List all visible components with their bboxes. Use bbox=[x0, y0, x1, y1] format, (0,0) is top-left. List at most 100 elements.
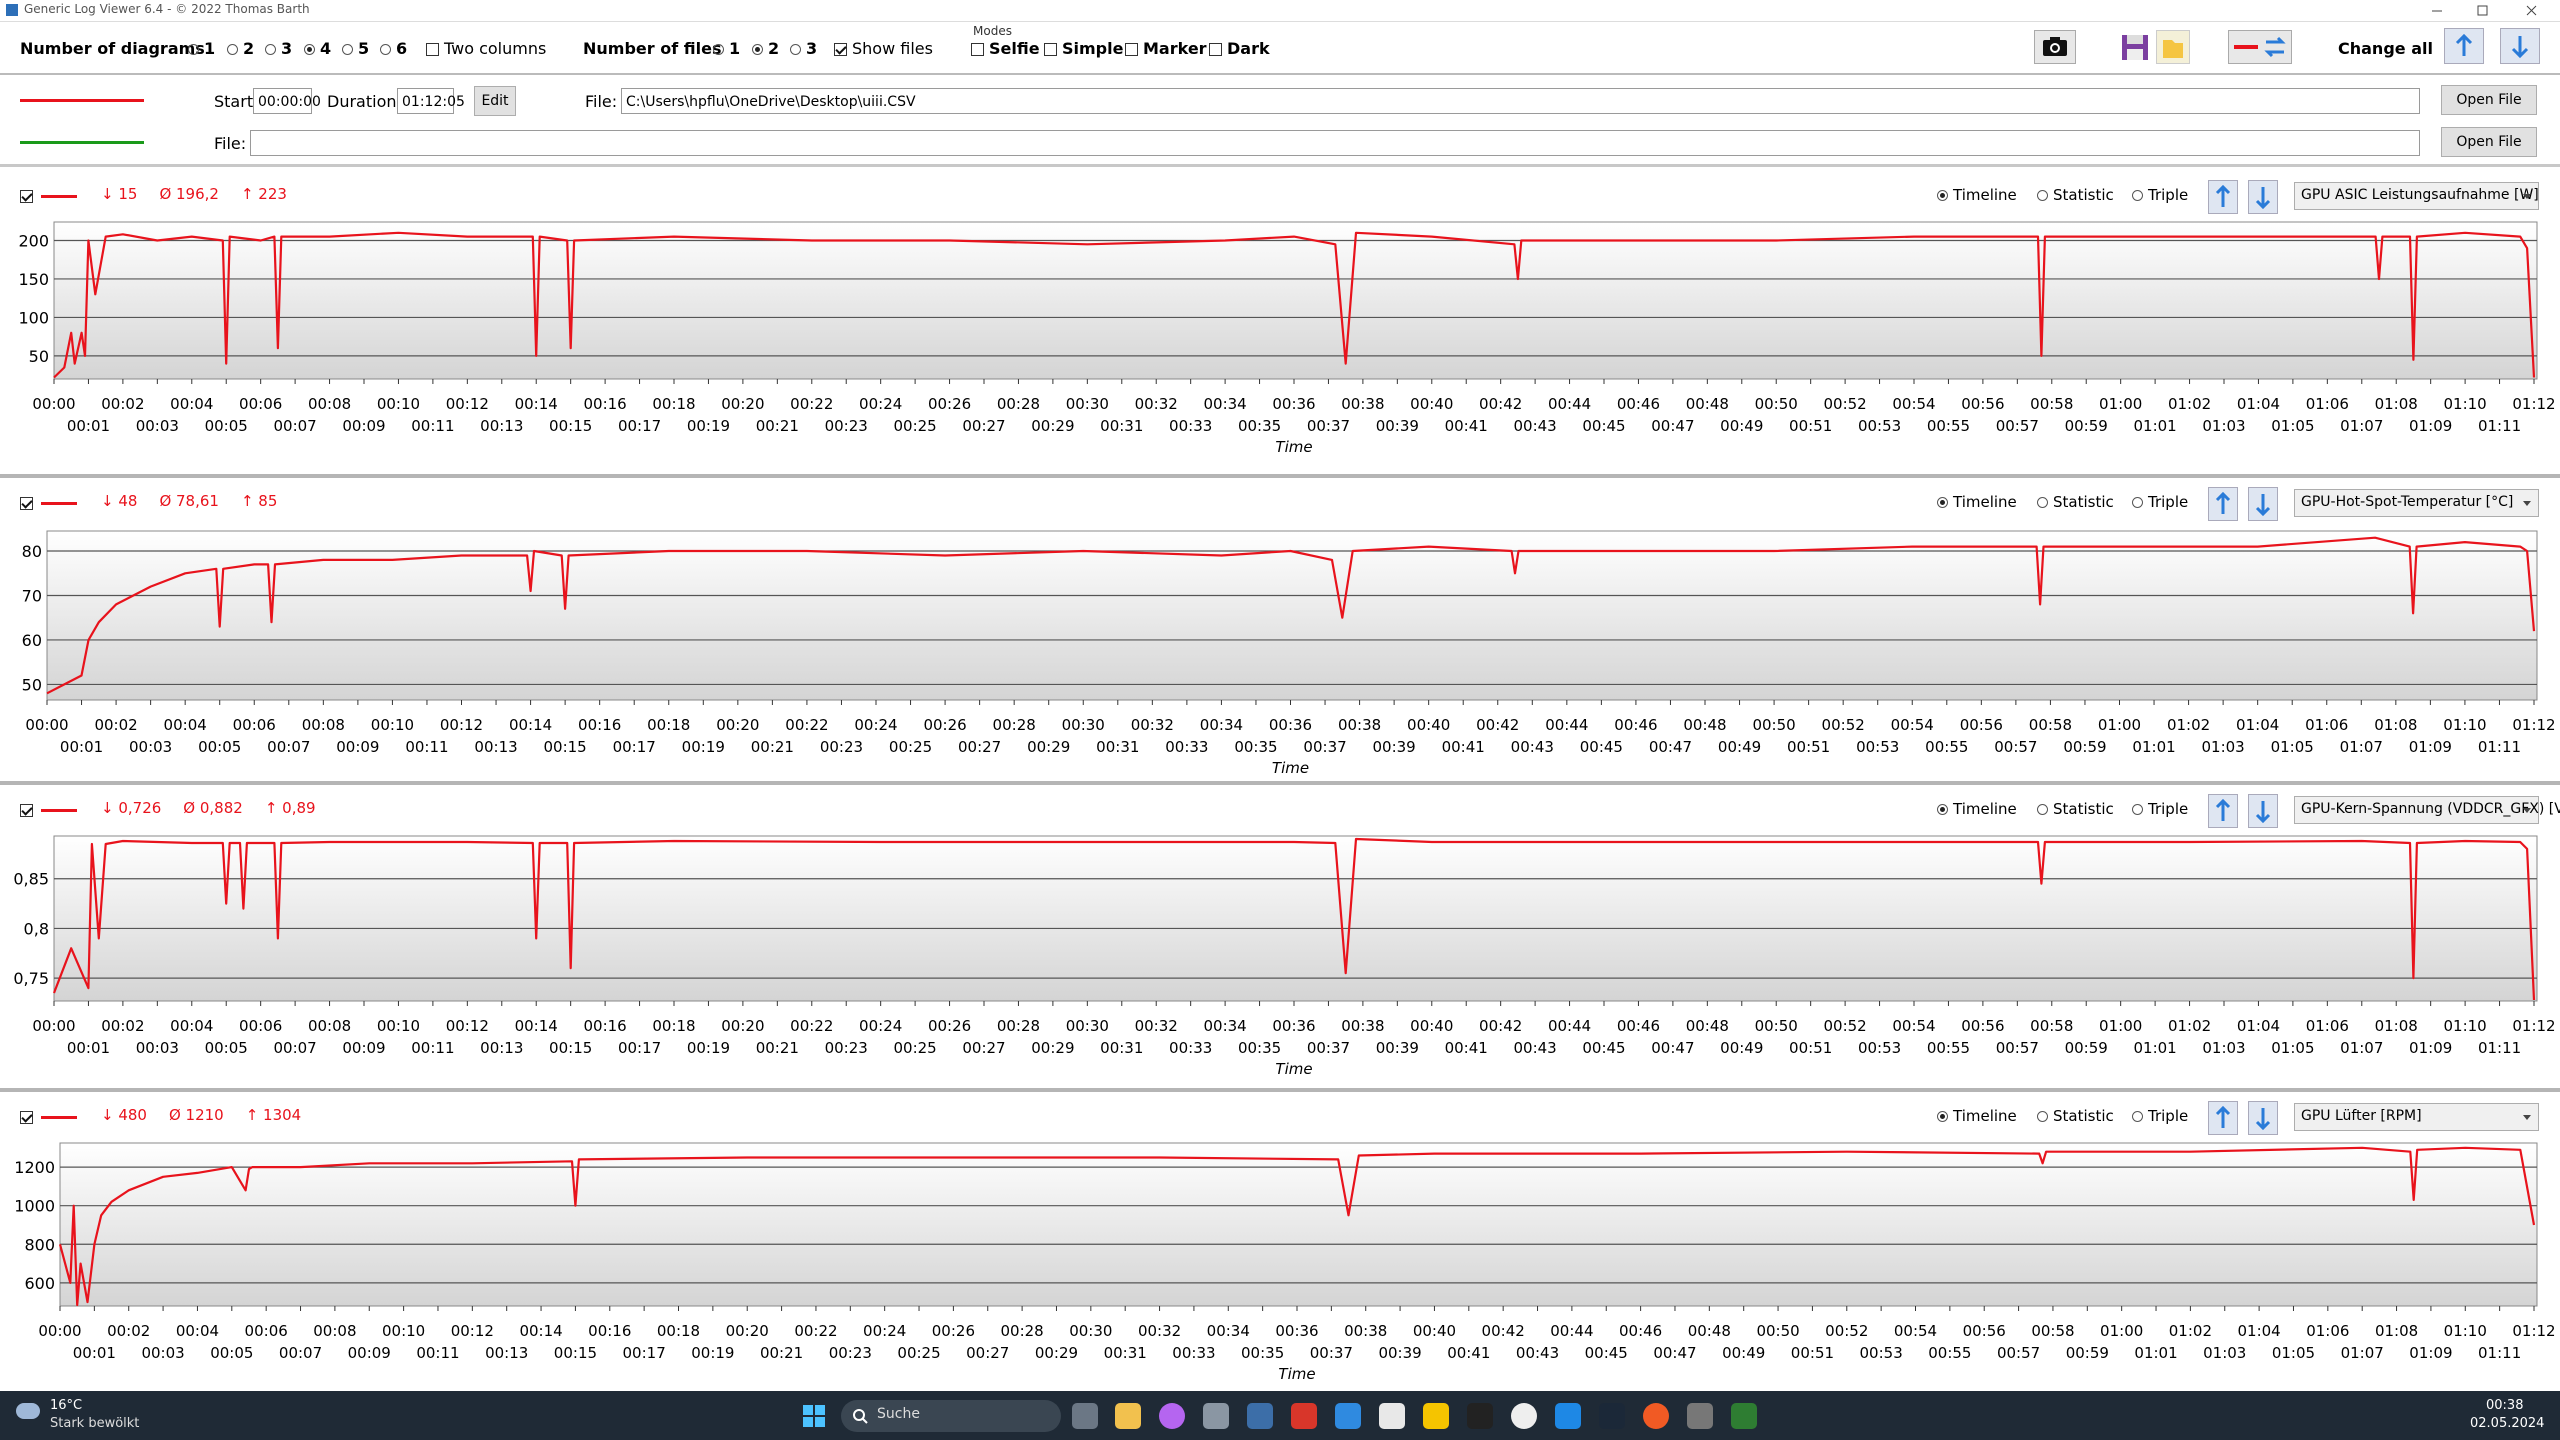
app-icon[interactable] bbox=[1423, 1403, 1449, 1429]
view-option[interactable]: Triple bbox=[2132, 800, 2188, 818]
view-option[interactable]: Triple bbox=[2132, 1107, 2188, 1125]
two-columns[interactable]: Two columns bbox=[426, 39, 546, 58]
app-icon[interactable] bbox=[1467, 1403, 1493, 1429]
x-tick-label: 00:20 bbox=[726, 1322, 769, 1340]
checkbox bbox=[1044, 43, 1057, 56]
file-option[interactable]: 1 bbox=[713, 39, 740, 58]
diagram-option[interactable]: 2 bbox=[227, 39, 254, 58]
file-path[interactable]: C:\Users\hpflu\OneDrive\Desktop\uiii.CSV bbox=[621, 88, 2420, 114]
app-icon[interactable] bbox=[1115, 1403, 1141, 1429]
diagram-option[interactable]: 3 bbox=[265, 39, 292, 58]
app-icon[interactable] bbox=[1247, 1403, 1273, 1429]
channel-dropdown[interactable]: GPU-Kern-Spannung (VDDCR_GFX) [V] bbox=[2294, 796, 2560, 824]
x-tick-label: 00:28 bbox=[997, 395, 1040, 413]
app-icon[interactable] bbox=[1555, 1403, 1581, 1429]
series-toggle[interactable] bbox=[20, 493, 38, 512]
x-tick-label: 00:50 bbox=[1752, 716, 1795, 734]
x-tick-label: 00:34 bbox=[1200, 716, 1243, 734]
files-label: Number of files bbox=[583, 39, 722, 58]
view-option[interactable]: Statistic bbox=[2037, 1107, 2114, 1125]
x-tick-label: 00:21 bbox=[751, 738, 794, 756]
move-down-button[interactable] bbox=[2248, 487, 2278, 521]
file-option[interactable]: 2 bbox=[752, 39, 779, 58]
series-toggle[interactable] bbox=[20, 1107, 38, 1126]
file-path[interactable] bbox=[250, 130, 2420, 156]
x-tick-label: 01:12 bbox=[2512, 1017, 2555, 1035]
x-tick-label: 00:32 bbox=[1135, 1017, 1178, 1035]
mode-option[interactable]: Dark bbox=[1209, 39, 1270, 58]
diagram-option[interactable]: 5 bbox=[342, 39, 369, 58]
move-down-button[interactable] bbox=[2248, 180, 2278, 214]
open-file-button[interactable]: Open File bbox=[2441, 85, 2537, 115]
move-up-button[interactable] bbox=[2444, 28, 2484, 64]
series-toggle[interactable] bbox=[20, 800, 38, 819]
channel-dropdown[interactable]: GPU Lüfter [RPM] bbox=[2294, 1103, 2539, 1131]
diagram-option[interactable]: 1 bbox=[188, 39, 215, 58]
diagram-option[interactable]: 6 bbox=[380, 39, 407, 58]
search-box[interactable] bbox=[841, 1400, 1061, 1432]
app-icon[interactable] bbox=[1072, 1403, 1098, 1429]
view-option[interactable]: Triple bbox=[2132, 493, 2188, 511]
move-up-button[interactable] bbox=[2208, 1101, 2238, 1135]
x-tick-label: 01:10 bbox=[2443, 395, 2486, 413]
swap-button[interactable] bbox=[2228, 30, 2292, 64]
start-input[interactable]: 00:00:00 bbox=[253, 88, 321, 114]
view-option[interactable]: Triple bbox=[2132, 186, 2188, 204]
edit-button[interactable]: Edit bbox=[474, 86, 516, 116]
mode-option[interactable]: Simple bbox=[1044, 39, 1123, 58]
y-tick-label: 80 bbox=[22, 542, 42, 561]
view-option[interactable]: Statistic bbox=[2037, 186, 2114, 204]
radio bbox=[380, 44, 391, 55]
move-up-button[interactable] bbox=[2208, 794, 2238, 828]
save-button[interactable] bbox=[2118, 30, 2152, 64]
app-icon[interactable] bbox=[1687, 1403, 1713, 1429]
open-button[interactable] bbox=[2156, 30, 2190, 64]
window-controls[interactable] bbox=[2420, 0, 2560, 21]
app-icon[interactable] bbox=[1203, 1403, 1229, 1429]
channel-dropdown[interactable]: GPU-Hot-Spot-Temperatur [°C] bbox=[2294, 489, 2539, 517]
arrow-icon bbox=[2255, 187, 2271, 210]
screenshot-button[interactable] bbox=[2034, 30, 2076, 64]
x-tick-label: 01:12 bbox=[2512, 716, 2555, 734]
app-icon[interactable] bbox=[1599, 1403, 1625, 1429]
move-up-button[interactable] bbox=[2208, 180, 2238, 214]
channel-dropdown[interactable]: GPU ASIC Leistungsaufnahme [W] bbox=[2294, 182, 2539, 210]
x-tick-label: 00:19 bbox=[687, 417, 730, 435]
view-option[interactable]: Statistic bbox=[2037, 493, 2114, 511]
app-icon[interactable] bbox=[1335, 1403, 1361, 1429]
view-option[interactable]: Statistic bbox=[2037, 800, 2114, 818]
move-down-button[interactable] bbox=[2248, 794, 2278, 828]
x-tick-label: 00:36 bbox=[1272, 395, 1315, 413]
view-option[interactable]: Timeline bbox=[1937, 800, 2017, 818]
start-button[interactable] bbox=[802, 1404, 826, 1428]
search-icon bbox=[853, 1409, 868, 1424]
view-option[interactable]: Timeline bbox=[1937, 1107, 2017, 1125]
move-down-button[interactable] bbox=[2248, 1101, 2278, 1135]
app-icon[interactable] bbox=[1291, 1403, 1317, 1429]
x-tick-label: 00:23 bbox=[825, 1039, 868, 1057]
file-option[interactable]: 3 bbox=[790, 39, 817, 58]
checkbox bbox=[20, 190, 33, 203]
app-icon[interactable] bbox=[1643, 1403, 1669, 1429]
app-icon[interactable] bbox=[1731, 1403, 1757, 1429]
y-tick-label: 0,85 bbox=[13, 870, 49, 889]
show-files[interactable]: Show files bbox=[834, 39, 933, 58]
diagram-option[interactable]: 4 bbox=[304, 39, 331, 58]
move-up-button[interactable] bbox=[2208, 487, 2238, 521]
series-toggle[interactable] bbox=[20, 186, 38, 205]
mode-option[interactable]: Selfie bbox=[971, 39, 1040, 58]
app-icon[interactable] bbox=[1511, 1403, 1537, 1429]
mode-option[interactable]: Marker bbox=[1125, 39, 1207, 58]
x-tick-label: 01:07 bbox=[2341, 1344, 2384, 1362]
app-icon[interactable] bbox=[1379, 1403, 1405, 1429]
move-down-button[interactable] bbox=[2500, 28, 2540, 64]
x-tick-label: 00:39 bbox=[1376, 417, 1419, 435]
x-tick-label: 00:10 bbox=[377, 1017, 420, 1035]
x-tick-label: 00:14 bbox=[515, 395, 558, 413]
app-icon[interactable] bbox=[1159, 1403, 1185, 1429]
open-file-button[interactable]: Open File bbox=[2441, 127, 2537, 157]
view-option[interactable]: Timeline bbox=[1937, 493, 2017, 511]
arrow-icon bbox=[2215, 1105, 2231, 1128]
view-option[interactable]: Timeline bbox=[1937, 186, 2017, 204]
duration-input[interactable]: 01:12:05 bbox=[397, 88, 465, 114]
